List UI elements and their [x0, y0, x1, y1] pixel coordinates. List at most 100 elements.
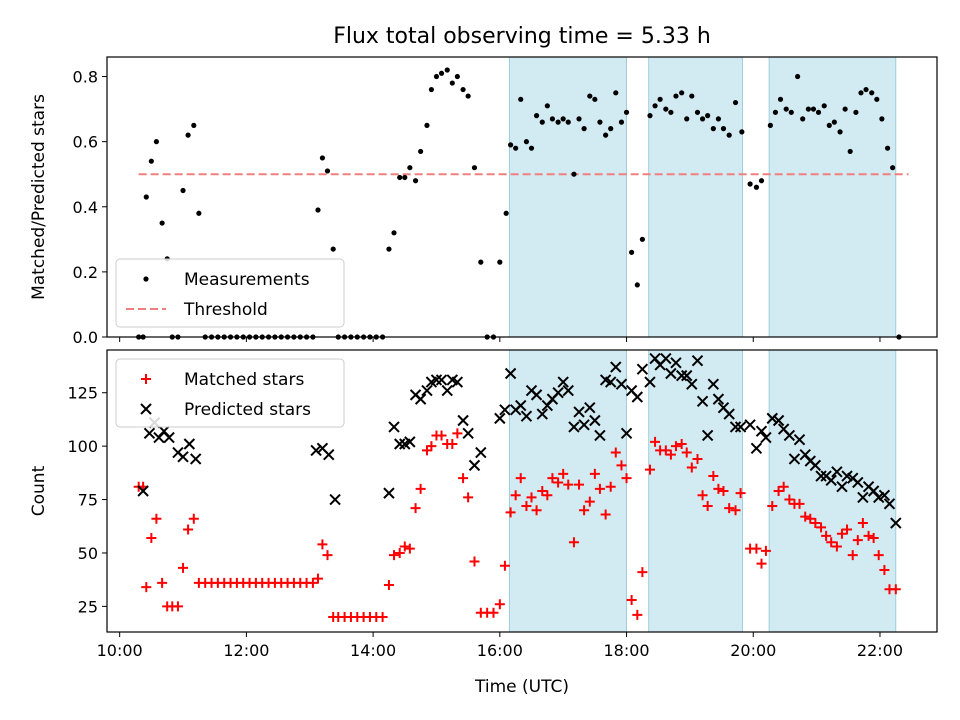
data-point — [842, 524, 853, 535]
x-tick-label: 20:00 — [730, 641, 776, 660]
data-point — [444, 67, 450, 73]
data-point — [579, 505, 590, 516]
data-point — [457, 414, 469, 427]
data-point — [747, 181, 753, 187]
data-point — [468, 459, 481, 472]
data-point — [510, 490, 521, 501]
data-point — [610, 447, 621, 458]
x-tick-label: 16:00 — [477, 641, 523, 660]
data-point — [805, 513, 816, 524]
data-point — [788, 109, 794, 115]
legend: Matched stars Predicted stars — [115, 358, 345, 428]
data-point — [868, 533, 879, 543]
data-point — [778, 481, 789, 492]
data-point — [618, 119, 625, 125]
data-point — [494, 599, 505, 610]
data-point — [826, 122, 832, 128]
observing-interval-shade — [648, 56, 743, 338]
data-point — [528, 145, 535, 151]
data-point — [636, 363, 649, 375]
data-point — [831, 541, 842, 552]
data-point — [576, 116, 582, 122]
data-point — [750, 442, 763, 454]
data-point — [853, 109, 859, 115]
data-point — [857, 491, 869, 504]
legend-marker — [140, 403, 152, 415]
data-point — [842, 106, 848, 112]
data-point — [652, 103, 658, 109]
x-tick-label: 14:00 — [350, 641, 396, 660]
data-point — [389, 550, 400, 561]
data-point — [547, 473, 558, 484]
data-point — [523, 139, 530, 145]
legend-marker — [143, 276, 149, 282]
data-point — [724, 503, 735, 514]
data-point — [185, 132, 191, 138]
data-point — [826, 537, 837, 548]
data-point — [800, 116, 806, 122]
data-point — [307, 577, 318, 588]
data-point — [319, 155, 326, 161]
data-point — [767, 500, 778, 511]
data-point — [650, 436, 661, 447]
data-point — [383, 487, 395, 499]
data-point — [773, 486, 784, 496]
data-point — [697, 490, 708, 501]
x-tick-label: 18:00 — [603, 641, 649, 660]
data-point — [315, 207, 321, 213]
data-point — [494, 412, 506, 425]
data-point — [836, 481, 848, 493]
data-point — [560, 116, 566, 122]
data-point — [794, 498, 805, 509]
data-point — [883, 498, 896, 510]
data-point — [581, 126, 587, 132]
data-point — [852, 476, 864, 489]
data-point — [605, 481, 616, 492]
data-point — [616, 460, 627, 471]
data-point — [873, 550, 884, 561]
data-point — [146, 533, 157, 543]
data-point — [159, 220, 165, 226]
data-point — [391, 230, 397, 236]
data-point — [810, 518, 821, 529]
data-point — [584, 401, 596, 414]
data-point — [831, 119, 837, 125]
data-point — [578, 419, 590, 431]
data-point — [137, 485, 149, 497]
data-point — [414, 393, 427, 405]
data-point — [141, 582, 152, 593]
data-point — [874, 96, 880, 102]
data-point — [825, 474, 837, 487]
data-point — [394, 438, 406, 450]
legend-label: Predicted stars — [184, 400, 311, 420]
data-point — [631, 391, 644, 403]
data-point — [189, 453, 202, 465]
data-point — [178, 562, 189, 573]
data-point — [732, 99, 739, 106]
data-point — [760, 431, 772, 444]
data-point — [317, 539, 328, 550]
data-point — [565, 119, 571, 125]
data-point — [600, 509, 611, 520]
data-point — [552, 387, 564, 399]
data-point — [884, 145, 891, 151]
data-point — [404, 436, 416, 448]
data-point — [668, 109, 674, 115]
data-point — [772, 414, 785, 427]
data-point — [689, 93, 695, 99]
data-point — [836, 528, 847, 539]
data-point — [515, 473, 526, 484]
data-point — [766, 412, 778, 425]
data-point — [626, 594, 637, 605]
data-point — [647, 113, 653, 119]
data-point — [735, 488, 746, 499]
count-panel: 25 50 75 100 125 10:00 12:00 14:00 16:00 18:00 20:… — [29, 349, 938, 660]
chart-title: Flux total observing time = 5.33 h — [333, 24, 711, 49]
y-axis-label: Count — [29, 465, 49, 516]
data-point — [760, 545, 771, 556]
data-point — [428, 86, 434, 93]
x-tick-label: 12:00 — [223, 641, 269, 660]
data-point — [815, 109, 822, 115]
data-point — [739, 129, 745, 135]
